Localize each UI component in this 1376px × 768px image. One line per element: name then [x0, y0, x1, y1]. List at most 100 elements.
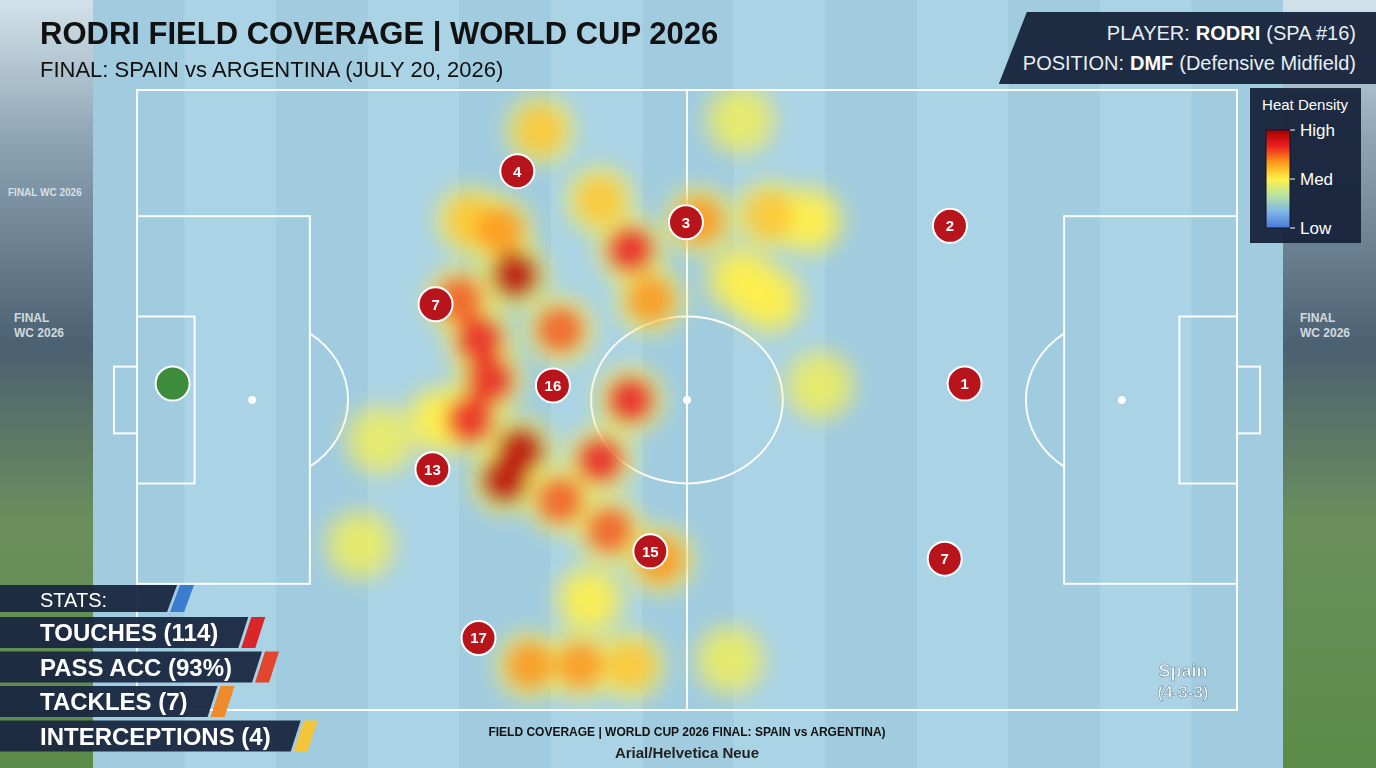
stats-row-bar: [0, 686, 218, 717]
heat-halo: [692, 622, 768, 698]
player-label: 13: [424, 461, 441, 478]
font-note: Arial/Helvetica Neue: [615, 744, 759, 761]
pitch-boundary: [137, 90, 1237, 710]
penalty-spot: [249, 397, 255, 403]
stats-row-bar: [0, 617, 248, 648]
position-value: DMF: [1130, 52, 1173, 74]
subtitle: FINAL: SPAIN vs ARGENTINA (JULY 20, 2026…: [40, 57, 503, 82]
stadium-background: [0, 0, 1376, 768]
heat-cell: [585, 506, 633, 554]
colorbar-tick: [1290, 130, 1295, 131]
heat-cell: [746, 191, 794, 239]
heat-halo: [322, 507, 398, 583]
heat-layer: [322, 90, 858, 703]
heat-halo: [702, 90, 778, 158]
stats-row: TOUCHES (114): [0, 617, 265, 648]
colorbar-tick: [1290, 228, 1295, 229]
heat-cell: [481, 456, 529, 504]
stats-row: INTERCEPTIONS (4): [0, 721, 318, 752]
stats-row-bar: [0, 721, 301, 752]
heat-cell: [536, 476, 584, 524]
heat-cell: [566, 576, 614, 624]
pitch-stripe: [1008, 0, 1100, 768]
penalty-arc: [310, 333, 348, 466]
formation-team: Spain: [1158, 661, 1207, 681]
colorbar-legend: Heat DensityHighMedLow: [1250, 88, 1361, 243]
heat-cell: [716, 256, 764, 304]
footer: FIELD COVERAGE | WORLD CUP 2026 FINAL: S…: [488, 725, 885, 739]
player-marker: [928, 542, 962, 576]
player-label: 16: [545, 377, 562, 394]
heat-cell: [706, 636, 754, 684]
stats-item: INTERCEPTIONS (4): [40, 723, 271, 750]
player-label: 17: [470, 629, 487, 646]
heat-halo: [552, 562, 628, 638]
heat-halo: [662, 182, 738, 258]
player-marker: [462, 621, 496, 655]
player-label-text: PLAYER:: [1107, 22, 1190, 44]
heat-cell: [576, 436, 624, 484]
penalty-spot: [1119, 397, 1125, 403]
player-marker: [669, 205, 703, 239]
penalty-box: [1064, 216, 1237, 584]
colorbar-gradient: [1266, 130, 1290, 228]
pitch-panel: [93, 0, 1283, 768]
penalty-arc: [1026, 333, 1064, 466]
stats-item: TOUCHES (114): [40, 619, 218, 646]
position-line: POSITION:DMF(Defensive Midfield): [1023, 52, 1356, 74]
player-label: 7: [431, 296, 439, 313]
chart-root: FINAL WC 2026FINALWC 2026FINALWC 2026432…: [0, 0, 1376, 768]
player-label: 1: [960, 375, 968, 392]
player-markers: [156, 154, 982, 655]
colorbar-tick-label: Low: [1300, 219, 1332, 238]
stats-row-stripe: [211, 686, 235, 717]
colorbar-tick: [1290, 179, 1295, 180]
six-yard-box: [137, 316, 195, 483]
heat-cell: [606, 641, 654, 689]
player-marker: [933, 209, 967, 243]
stats-row-stripe: [255, 652, 279, 683]
player-marker: [419, 287, 453, 321]
player-marker: [948, 367, 982, 401]
pitch-lines: [114, 90, 1260, 710]
stats-row: PASS ACC (93%): [0, 652, 279, 683]
position-detail: (Defensive Midfield): [1179, 52, 1356, 74]
player-marker: [415, 452, 449, 486]
six-yard-box: [1179, 316, 1237, 483]
heat-cell: [576, 176, 624, 224]
colorbar-tick-label: High: [1300, 121, 1335, 140]
stats-header-bar: [0, 585, 177, 612]
heat-cell: [716, 96, 764, 144]
stats-row-stripe: [294, 721, 318, 752]
stats-row-bar: [0, 652, 262, 683]
player-label: 4: [513, 163, 522, 180]
heat-cell: [491, 251, 539, 299]
center-spot: [684, 397, 690, 403]
colorbar-title: Heat Density: [1262, 96, 1348, 113]
heat-cell: [516, 106, 564, 154]
stats-item: PASS ACC (93%): [40, 654, 232, 681]
heat-cell: [536, 306, 584, 354]
stats-row: TACKLES (7): [0, 686, 235, 717]
heat-cell: [606, 226, 654, 274]
heat-cell: [356, 416, 404, 464]
heat-cell: [556, 641, 604, 689]
player-label: 15: [642, 543, 659, 560]
formation-label: (4-3-3): [1157, 683, 1208, 702]
heat-cell: [456, 316, 504, 364]
heat-cell: [606, 376, 654, 424]
stats-row-stripe: [241, 617, 265, 648]
heat-cell: [336, 521, 384, 569]
player-marker: [633, 534, 667, 568]
stats-header: STATS:: [0, 585, 194, 612]
heat-cell: [446, 396, 494, 444]
player-label: 2: [946, 217, 954, 234]
heat-blobs: [322, 90, 858, 703]
player-label: 3: [682, 214, 690, 231]
player-marker: [156, 367, 190, 401]
pitch-stripes: [93, 0, 1283, 768]
banner-text: FINALWC 2026: [14, 311, 64, 340]
chart-svg: FINAL WC 2026FINALWC 2026FINALWC 2026432…: [0, 0, 1376, 768]
player-marker: [536, 368, 570, 402]
goal: [114, 367, 137, 434]
